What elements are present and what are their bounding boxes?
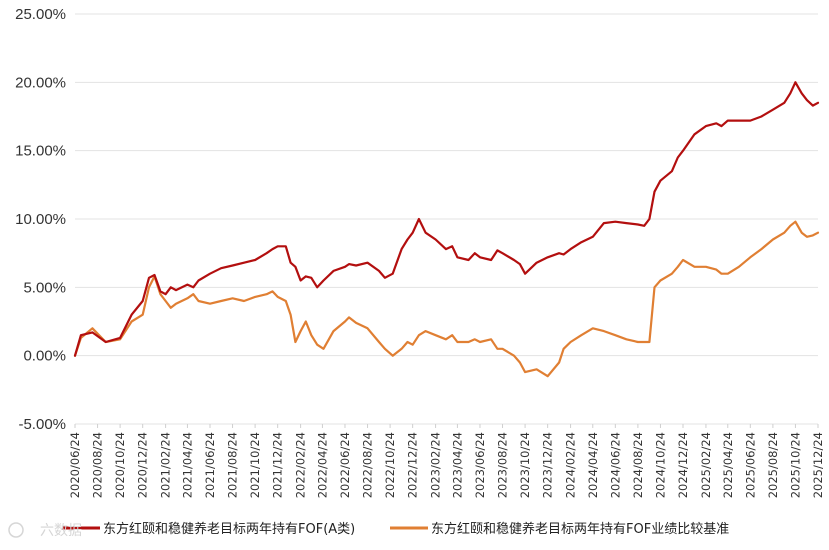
x-tick-label-30: 2025/06/24 xyxy=(743,432,757,498)
x-tick-label-5: 2021/04/24 xyxy=(180,432,194,498)
x-tick-label-32: 2025/10/24 xyxy=(788,432,802,498)
y-tick-label-2: 5.00% xyxy=(23,279,66,296)
x-tick-label-20: 2023/10/24 xyxy=(518,432,532,498)
legend-label-benchmark: 东方红颐和稳健养老目标两年持有FOF业绩比较基准 xyxy=(431,521,729,537)
legend: 东方红颐和稳健养老目标两年持有FOF(A类) 东方红颐和稳健养老目标两年持有FO… xyxy=(62,521,729,537)
x-tick-label-15: 2022/12/24 xyxy=(406,432,420,498)
x-tick-label-29: 2025/04/24 xyxy=(721,432,735,498)
y-tick-label-1: 0.00% xyxy=(23,348,66,365)
x-tick-label-21: 2023/12/24 xyxy=(541,432,555,498)
y-tick-label-3: 10.00% xyxy=(15,211,66,228)
x-tick-label-14: 2022/10/24 xyxy=(383,432,397,498)
x-tick-label-12: 2022/06/24 xyxy=(338,432,352,498)
plot-area xyxy=(73,81,820,378)
series-line-a-class xyxy=(73,81,820,357)
legend-label-a-class: 东方红颐和稳健养老目标两年持有FOF(A类) xyxy=(103,521,355,537)
grid-lines xyxy=(75,13,818,425)
x-tick-label-23: 2024/04/24 xyxy=(586,432,600,498)
x-tick-label-6: 2021/06/24 xyxy=(203,432,217,498)
x-tick-label-33: 2025/12/24 xyxy=(811,432,825,498)
x-tick-label-17: 2023/04/24 xyxy=(450,432,464,498)
x-tick-label-27: 2024/12/24 xyxy=(676,432,690,498)
x-tick-label-11: 2022/04/24 xyxy=(315,432,329,498)
x-tick-label-28: 2025/02/24 xyxy=(699,432,713,498)
x-tick-label-25: 2024/08/24 xyxy=(631,432,645,498)
x-tick-label-16: 2023/02/24 xyxy=(429,432,443,498)
x-tick-label-26: 2024/10/24 xyxy=(653,432,667,498)
x-tick-label-8: 2021/10/24 xyxy=(248,432,262,498)
x-tick-label-31: 2025/08/24 xyxy=(766,432,780,498)
x-tick-label-2: 2020/10/24 xyxy=(113,432,127,498)
x-tick-label-1: 2020/08/24 xyxy=(91,432,105,498)
x-tick-label-22: 2024/02/24 xyxy=(564,432,578,498)
x-axis: 2020/06/24 2020/08/24 2020/10/24 2020/12/24… xyxy=(68,424,825,498)
x-tick-label-10: 2022/02/24 xyxy=(294,432,308,498)
x-tick-label-24: 2024/06/24 xyxy=(608,432,622,498)
x-tick-label-9: 2021/12/24 xyxy=(271,432,285,498)
x-tick-label-19: 2023/08/24 xyxy=(496,432,510,498)
x-tick-label-13: 2022/08/24 xyxy=(361,432,375,498)
y-tick-label-6: 25.00% xyxy=(15,6,66,23)
y-tick-label-4: 15.00% xyxy=(15,143,66,160)
watermark-text: 六数据 xyxy=(40,523,82,539)
watermark: 六数据 xyxy=(8,522,82,539)
y-tick-label-0: -5.00% xyxy=(18,416,66,433)
x-tick-label-3: 2020/12/24 xyxy=(136,432,150,498)
x-tick-label-0: 2020/06/24 xyxy=(68,432,82,498)
x-tick-label-18: 2023/06/24 xyxy=(473,432,487,498)
y-tick-label-5: 20.00% xyxy=(15,74,66,91)
x-tick-label-7: 2021/08/24 xyxy=(226,432,240,498)
x-tick-label-4: 2021/02/24 xyxy=(159,432,173,498)
y-axis: -5.00% 0.00% 5.00% 10.00% 15.00% 20.00% 25.00% xyxy=(15,6,66,433)
series-line-benchmark xyxy=(73,220,820,378)
